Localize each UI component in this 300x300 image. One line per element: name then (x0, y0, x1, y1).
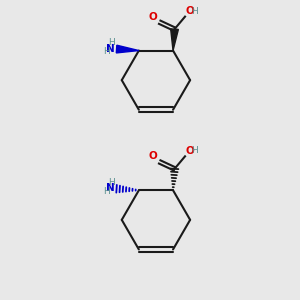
Text: H: H (103, 47, 110, 56)
Polygon shape (171, 29, 178, 51)
Text: N: N (106, 184, 115, 194)
Text: O: O (185, 6, 194, 16)
Polygon shape (116, 45, 139, 53)
Text: O: O (148, 12, 157, 22)
Text: O: O (185, 146, 194, 156)
Text: H: H (192, 146, 198, 155)
Text: H: H (103, 187, 110, 196)
Text: N: N (106, 44, 115, 54)
Text: H: H (192, 7, 198, 16)
Text: O: O (148, 151, 157, 161)
Text: H: H (109, 38, 116, 47)
Text: H: H (109, 178, 116, 187)
